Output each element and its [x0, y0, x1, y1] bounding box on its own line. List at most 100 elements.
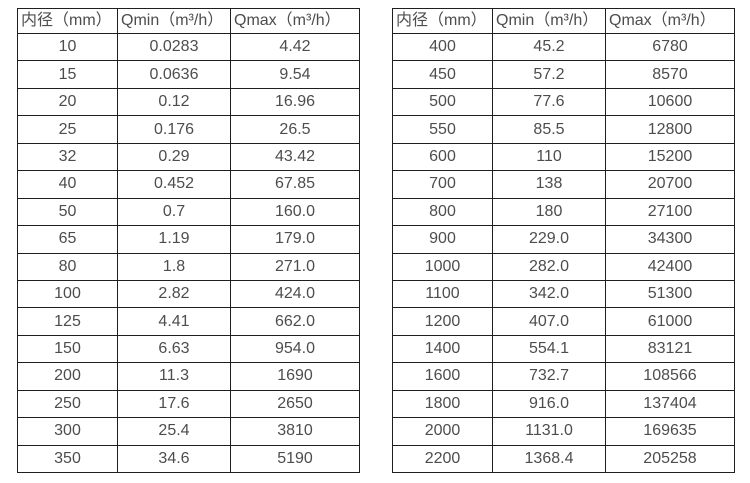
- table-cell: 205258: [605, 444, 735, 474]
- table-cell: 424.0: [230, 279, 360, 309]
- table-cell: 51300: [605, 279, 735, 309]
- table-cell: 25: [17, 115, 118, 144]
- table-row: 550 85.5 12800: [392, 115, 735, 144]
- table-cell: 662.0: [230, 307, 360, 336]
- table-row: 1000 282.0 42400: [392, 252, 735, 281]
- table-row: 2000 1131.0 169635: [392, 417, 735, 446]
- table-cell: 500: [392, 87, 493, 117]
- column-header-qmax: Qmax（m³/h）: [605, 8, 735, 34]
- table-cell: 15200: [605, 142, 735, 172]
- table-row: 700 138 20700: [392, 170, 735, 199]
- table-row: 400 45.2 6780: [392, 32, 735, 62]
- table-cell: 179.0: [230, 225, 360, 254]
- table-cell: 40: [17, 170, 118, 199]
- table-cell: 34.6: [117, 444, 231, 474]
- table-cell: 250: [17, 389, 118, 419]
- table-body: 10 0.0283 4.42 15 0.0636 9.54 20 0.12 16.96 25 0.1…: [17, 32, 360, 474]
- table-cell: 138: [492, 170, 606, 199]
- table-cell: 32: [17, 142, 118, 172]
- table-row: 125 4.41 662.0: [17, 307, 360, 336]
- table-row: 800 180 27100: [392, 197, 735, 227]
- table-cell: 4.42: [230, 32, 360, 62]
- table-cell: 16.96: [230, 87, 360, 117]
- flow-rate-table-large-diameters: 内径（mm） Qmin（m³/h） Qmax（m³/h） 400 45.2 6780…: [392, 8, 735, 474]
- table-row: 10 0.0283 4.42: [17, 32, 360, 62]
- column-header-qmax: Qmax（m³/h）: [230, 8, 360, 34]
- flow-rate-table-small-diameters: 内径（mm） Qmin（m³/h） Qmax（m³/h） 10 0.0283 4.4…: [17, 8, 360, 474]
- column-header-diameter: 内径（mm）: [392, 8, 493, 34]
- table-cell: 8570: [605, 60, 735, 89]
- table-row: 300 25.4 3810: [17, 417, 360, 446]
- table-row: 500 77.6 10600: [392, 87, 735, 117]
- table-cell: 26.5: [230, 115, 360, 144]
- table-cell: 67.85: [230, 170, 360, 199]
- table-cell: 6.63: [117, 334, 231, 364]
- table-cell: 2200: [392, 444, 493, 474]
- table-cell: 550: [392, 115, 493, 144]
- table-cell: 1800: [392, 389, 493, 419]
- table-header: 内径（mm） Qmin（m³/h） Qmax（m³/h）: [392, 8, 735, 34]
- table-cell: 1600: [392, 362, 493, 391]
- table-header: 内径（mm） Qmin（m³/h） Qmax（m³/h）: [17, 8, 360, 34]
- table-cell: 1000: [392, 252, 493, 281]
- table-cell: 9.54: [230, 60, 360, 89]
- table-cell: 5190: [230, 444, 360, 474]
- table-cell: 11.3: [117, 362, 231, 391]
- table-cell: 954.0: [230, 334, 360, 364]
- table-cell: 916.0: [492, 389, 606, 419]
- table-row: 1400 554.1 83121: [392, 334, 735, 364]
- table-row: 1200 407.0 61000: [392, 307, 735, 336]
- table-row: 450 57.2 8570: [392, 60, 735, 89]
- table-cell: 83121: [605, 334, 735, 364]
- table-cell: 0.0283: [117, 32, 231, 62]
- table-row: 25 0.176 26.5: [17, 115, 360, 144]
- table-cell: 1.19: [117, 225, 231, 254]
- table-cell: 65: [17, 225, 118, 254]
- table-cell: 0.12: [117, 87, 231, 117]
- table-cell: 0.7: [117, 197, 231, 227]
- table-row: 350 34.6 5190: [17, 444, 360, 474]
- table-row: 250 17.6 2650: [17, 389, 360, 419]
- table-header-row: 内径（mm） Qmin（m³/h） Qmax（m³/h）: [17, 8, 360, 34]
- table-cell: 282.0: [492, 252, 606, 281]
- table-row: 1600 732.7 108566: [392, 362, 735, 391]
- table-cell: 57.2: [492, 60, 606, 89]
- table-cell: 6780: [605, 32, 735, 62]
- table-cell: 108566: [605, 362, 735, 391]
- column-header-diameter: 内径（mm）: [17, 8, 118, 34]
- table-cell: 271.0: [230, 252, 360, 281]
- table-cell: 1368.4: [492, 444, 606, 474]
- table-row: 100 2.82 424.0: [17, 279, 360, 309]
- table-cell: 15: [17, 60, 118, 89]
- table-cell: 200: [17, 362, 118, 391]
- table-cell: 342.0: [492, 279, 606, 309]
- table-cell: 1200: [392, 307, 493, 336]
- table-cell: 600: [392, 142, 493, 172]
- table-cell: 169635: [605, 417, 735, 446]
- table-row: 50 0.7 160.0: [17, 197, 360, 227]
- table-cell: 2650: [230, 389, 360, 419]
- table-cell: 900: [392, 225, 493, 254]
- table-row: 2200 1368.4 205258: [392, 444, 735, 474]
- table-cell: 43.42: [230, 142, 360, 172]
- table-row: 32 0.29 43.42: [17, 142, 360, 172]
- table-cell: 1690: [230, 362, 360, 391]
- table-cell: 27100: [605, 197, 735, 227]
- table-cell: 450: [392, 60, 493, 89]
- table-cell: 1131.0: [492, 417, 606, 446]
- table-cell: 20700: [605, 170, 735, 199]
- table-cell: 1400: [392, 334, 493, 364]
- table-cell: 3810: [230, 417, 360, 446]
- table-cell: 125: [17, 307, 118, 336]
- table-row: 20 0.12 16.96: [17, 87, 360, 117]
- table-cell: 160.0: [230, 197, 360, 227]
- table-body: 400 45.2 6780 450 57.2 8570 500 77.6 10600 550 85.…: [392, 32, 735, 474]
- table-cell: 0.0636: [117, 60, 231, 89]
- table-cell: 2.82: [117, 279, 231, 309]
- column-header-qmin: Qmin（m³/h）: [492, 8, 606, 34]
- table-cell: 300: [17, 417, 118, 446]
- table-row: 600 110 15200: [392, 142, 735, 172]
- table-cell: 2000: [392, 417, 493, 446]
- column-header-qmin: Qmin（m³/h）: [117, 8, 231, 34]
- table-row: 900 229.0 34300: [392, 225, 735, 254]
